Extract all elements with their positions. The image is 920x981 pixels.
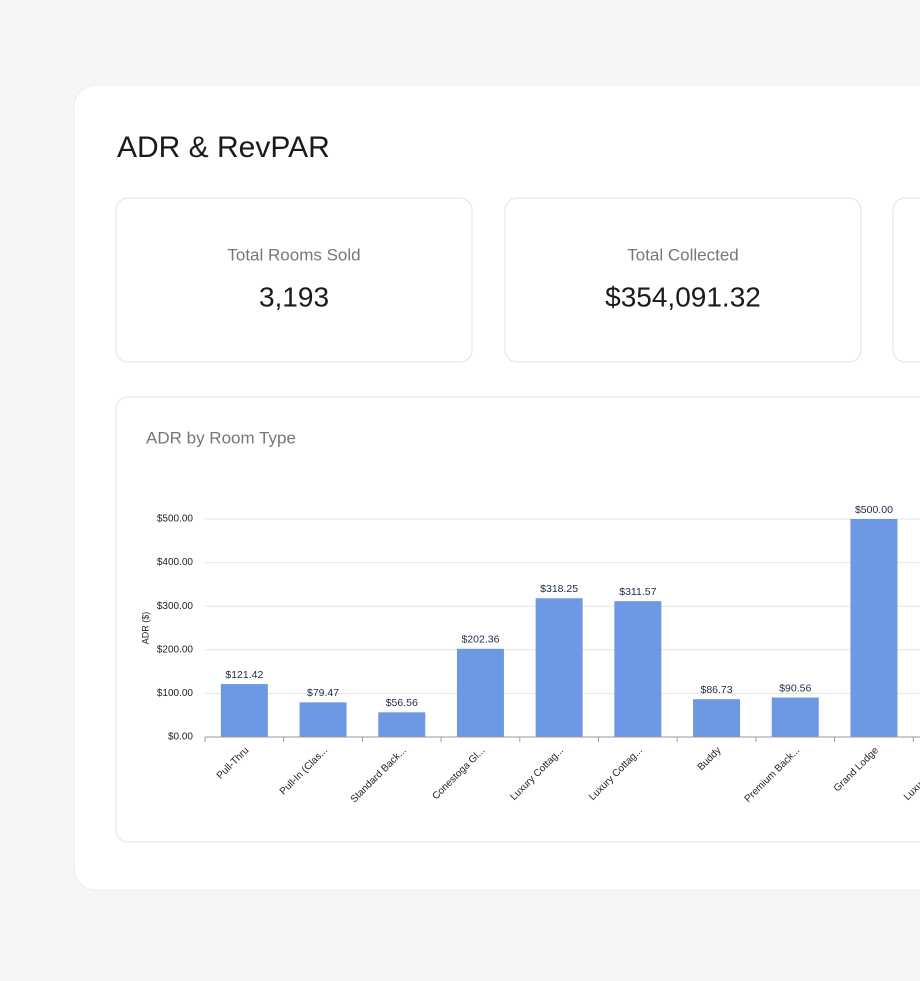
chart-title: ADR by Room Type — [146, 428, 296, 447]
kpi-card — [115, 197, 473, 363]
kpi-value: 3,193 — [259, 281, 329, 312]
bar — [378, 712, 426, 737]
bar — [693, 699, 741, 737]
bar — [535, 598, 583, 737]
kpi-label: Total Rooms Sold — [227, 245, 360, 264]
value-label: $86.73 — [700, 684, 732, 696]
y-tick-label: $100.00 — [157, 688, 194, 699]
bar — [771, 697, 819, 737]
y-tick-label: $0.00 — [168, 732, 193, 743]
kpi-label: Total Collected — [627, 245, 739, 264]
bar — [220, 684, 268, 737]
value-label: $318.25 — [540, 583, 578, 595]
bar — [614, 601, 662, 737]
y-tick-label: $400.00 — [157, 557, 194, 568]
kpi-value: $354,091.32 — [605, 281, 761, 312]
bar — [299, 702, 347, 737]
page-title: ADR & RevPAR — [117, 131, 330, 164]
value-label: $202.36 — [461, 634, 499, 646]
bar — [850, 519, 898, 737]
value-label: $121.42 — [225, 669, 263, 681]
bar — [456, 648, 504, 737]
chart-card — [115, 396, 920, 843]
value-label: $311.57 — [619, 586, 656, 598]
kpi-card — [892, 197, 920, 363]
value-label: $79.47 — [307, 687, 339, 699]
y-tick-label: $300.00 — [157, 601, 194, 612]
value-label: $56.56 — [386, 697, 418, 709]
y-tick-label: $200.00 — [157, 644, 194, 655]
value-label: $90.56 — [779, 682, 811, 694]
kpi-card — [504, 197, 862, 363]
y-tick-label: $500.00 — [157, 514, 194, 525]
y-axis-label: ADR ($) — [140, 612, 150, 645]
value-label: $500.00 — [855, 504, 893, 516]
